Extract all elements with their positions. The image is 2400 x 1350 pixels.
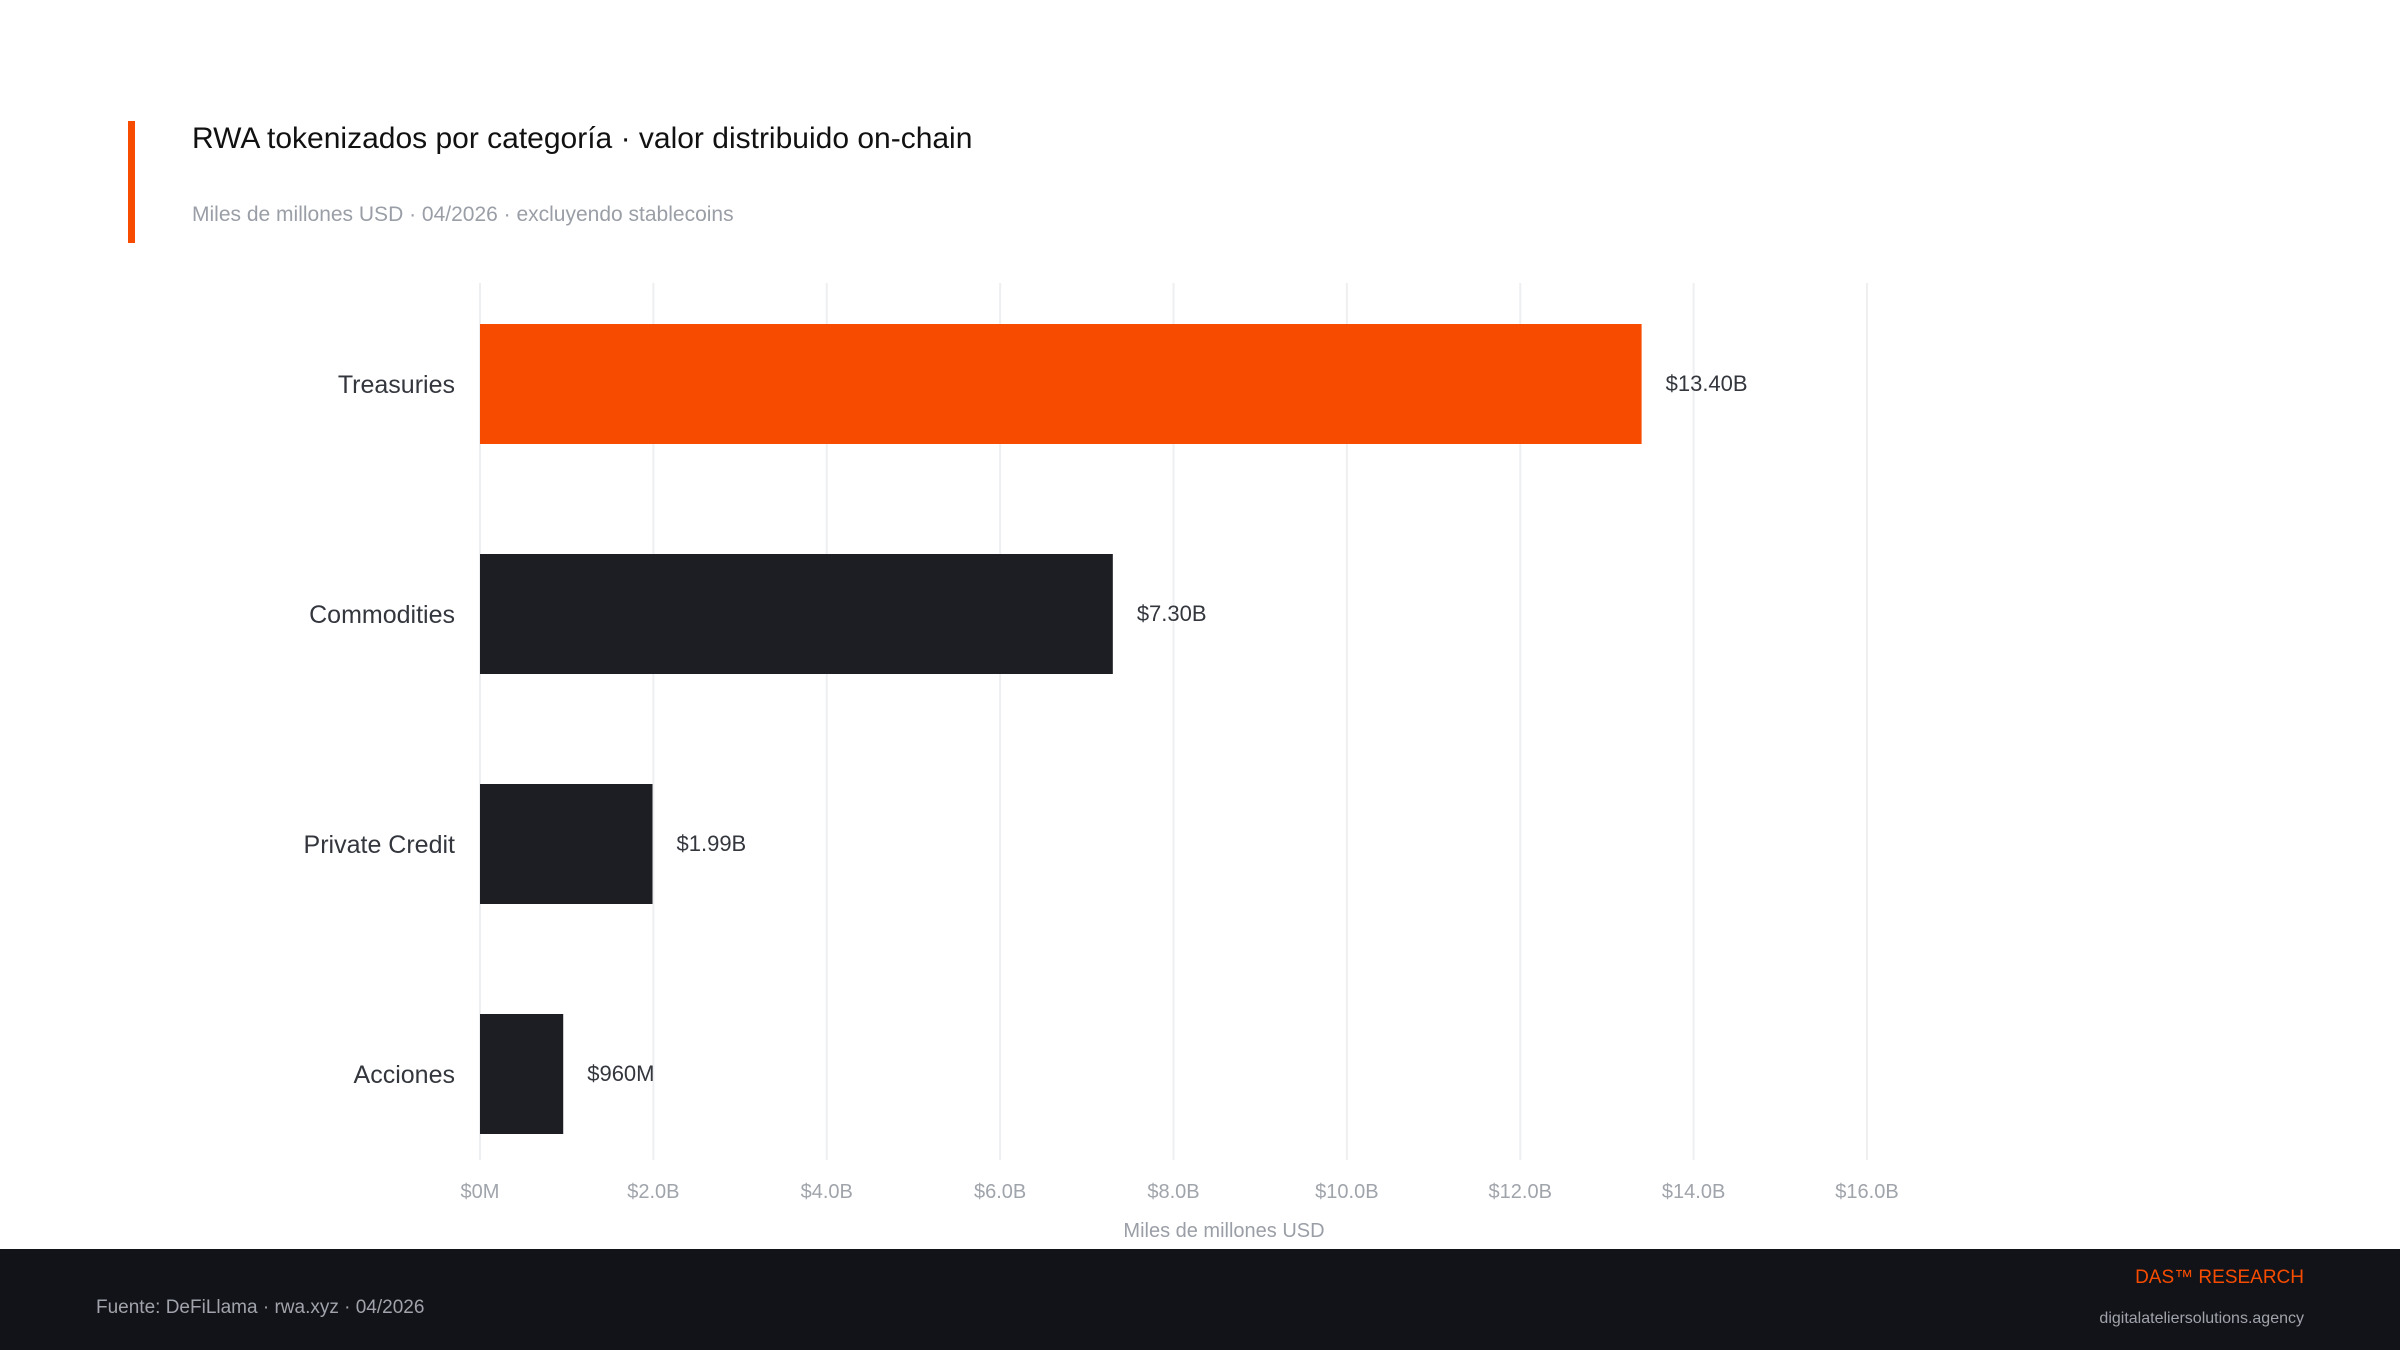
category-label: Commodities — [309, 601, 455, 629]
bars — [480, 324, 1642, 1134]
title-accent-bar — [128, 121, 135, 243]
category-label: Private Credit — [304, 831, 455, 859]
labels: $0M $2.0B $4.0B $6.0B $8.0B $10.0B $12.0B $14.0… — [304, 371, 1899, 1242]
category-label: Treasuries — [338, 371, 455, 399]
chart-title: RWA tokenizados por categoría · valor di… — [192, 122, 973, 155]
x-tick-label: $10.0B — [1315, 1181, 1378, 1203]
footer-brand: DAS™ RESEARCH — [2135, 1267, 2304, 1288]
x-tick-label: $16.0B — [1835, 1181, 1898, 1203]
data-label: $13.40B — [1666, 371, 1748, 396]
footer-source: Fuente: DeFiLlama · rwa.xyz · 04/2026 — [96, 1297, 425, 1318]
x-axis-title: Miles de millones USD — [1123, 1220, 1324, 1242]
x-tick-label: $6.0B — [974, 1181, 1026, 1203]
x-tick-label: $2.0B — [627, 1181, 679, 1203]
data-label: $960M — [587, 1061, 654, 1086]
footer-bar — [0, 1249, 2400, 1350]
x-tick-label: $14.0B — [1662, 1181, 1725, 1203]
x-tick-label: $4.0B — [801, 1181, 853, 1203]
x-tick-label: $8.0B — [1147, 1181, 1199, 1203]
x-tick-label: $12.0B — [1489, 1181, 1552, 1203]
bar-private-credit — [480, 784, 653, 904]
chart-subtitle: Miles de millones USD · 04/2026 · excluy… — [192, 203, 734, 226]
data-label: $7.30B — [1137, 601, 1207, 626]
footer-url: digitalateliersolutions.agency — [2099, 1310, 2304, 1327]
bar-commodities — [480, 554, 1113, 674]
bar-acciones — [480, 1014, 564, 1134]
x-tick-label: $0M — [461, 1181, 500, 1203]
bar-chart: $0M $2.0B $4.0B $6.0B $8.0B $10.0B $12.0B $14.0… — [304, 283, 1899, 1242]
data-label: $1.99B — [677, 831, 747, 856]
category-label: Acciones — [354, 1061, 455, 1089]
bar-treasuries — [480, 324, 1642, 444]
